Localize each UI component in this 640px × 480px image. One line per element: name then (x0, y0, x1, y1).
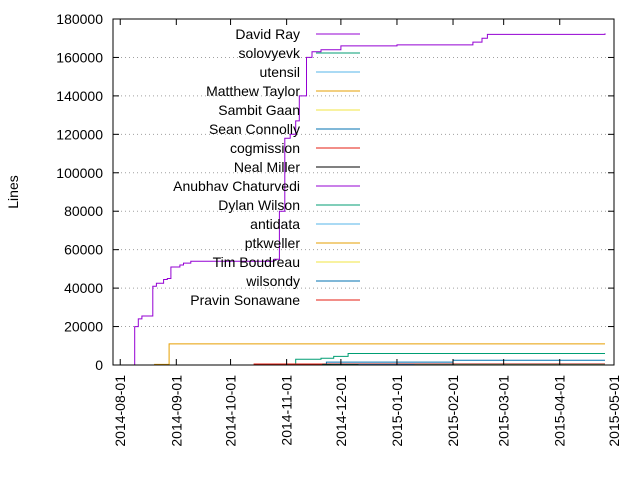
legend-label-anubhav-chaturvedi: Anubhav Chaturvedi (173, 178, 300, 194)
y-tick-label: 40000 (64, 280, 103, 296)
legend-label-dylan-wilson: Dylan Wilson (218, 197, 300, 213)
y-tick-label: 180000 (56, 11, 103, 27)
y-tick-label: 60000 (64, 242, 103, 258)
series-line-david-ray (132, 33, 606, 366)
legend: David Ray solovyevk utensil Matthew Taylor S… (173, 26, 360, 308)
x-tick-label: 2014-09-01 (168, 375, 184, 447)
legend-label-wilsondy: wilsondy (245, 273, 300, 289)
legend-label-tim-boudreau: Tim Boudreau (213, 254, 300, 270)
x-tick-label: 2014-11-01 (279, 375, 295, 446)
x-tick-label: 2014-12-01 (333, 375, 349, 447)
y-tick-label: 120000 (56, 126, 103, 142)
legend-label-utensil: utensil (260, 64, 300, 80)
x-tick-label: 2014-10-01 (223, 375, 239, 447)
y-tick-label: 100000 (56, 165, 103, 181)
legend-label-matthew-taylor: Matthew Taylor (206, 83, 300, 99)
y-tick-label: 20000 (64, 319, 103, 335)
legend-label-cogmission: cogmission (230, 140, 300, 156)
series-line-solovyevk (293, 353, 605, 366)
y-tick-label: 160000 (56, 49, 103, 65)
plot-border (112, 18, 615, 366)
x-tick-label: 2015-02-01 (445, 375, 461, 447)
legend-label-sean-connolly: Sean Connolly (209, 121, 300, 137)
x-tick-label: 2015-03-01 (496, 375, 512, 447)
legend-label-antidata: antidata (250, 216, 300, 232)
legend-label-david-ray: David Ray (235, 26, 300, 42)
y-tick-label: 140000 (56, 88, 103, 104)
y-tick-label: 0 (95, 357, 103, 373)
x-tick-label: 2015-05-01 (606, 375, 622, 447)
x-tick-label: 2015-01-01 (389, 375, 405, 447)
y-axis-label: Lines (5, 175, 21, 208)
legend-label-solovyevk: solovyevk (239, 45, 301, 61)
x-tick-label: 2015-04-01 (552, 375, 568, 447)
legend-label-sambit-gaan: Sambit Gaan (218, 102, 300, 118)
legend-label-pravin-sonawane: Pravin Sonawane (190, 292, 300, 308)
y-tick-label: 80000 (64, 203, 103, 219)
x-tick-label: 2014-08-01 (112, 375, 128, 447)
legend-label-ptkweller: ptkweller (245, 235, 301, 251)
y-axis-ticks: 0 20000 40000 60000 80000 100000 120000 140000 1… (56, 11, 614, 373)
x-axis-ticks: 2014-08-01 2014-09-01 2014-10-01 2014-11-01… (112, 19, 622, 447)
legend-label-neal-miller: Neal Miller (234, 159, 300, 175)
series-lines (132, 33, 606, 366)
